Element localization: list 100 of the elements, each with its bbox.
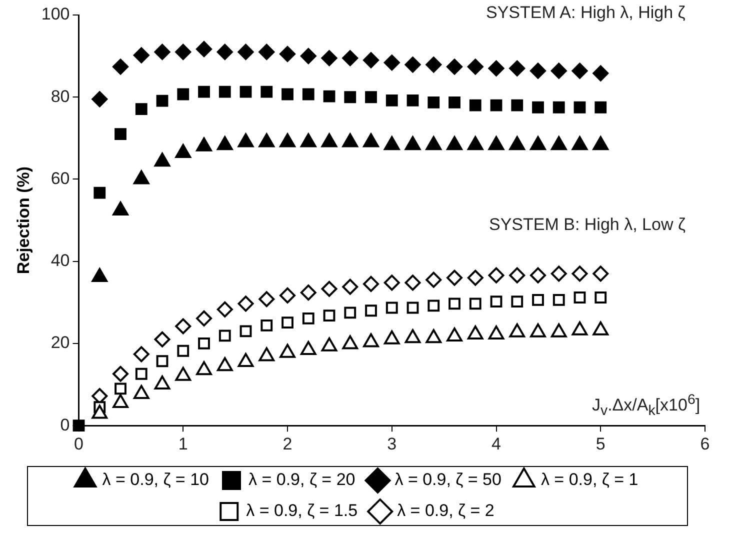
point [592,65,609,82]
point [302,88,314,100]
point [344,306,356,319]
point [218,330,231,342]
point [94,186,106,199]
point [323,310,336,322]
point [572,62,588,79]
point [260,319,273,332]
y-axis-title: Rejection (%) [14,166,33,274]
point [133,47,150,64]
point [530,267,546,284]
legend-label: λ = 0.9, ζ = 1 [540,470,638,490]
legend-label: λ = 0.9, ζ = 20 [248,470,356,490]
y-tick-label: 100 [41,4,70,24]
legend-label: λ = 0.9, ζ = 2 [397,501,494,520]
point [258,44,275,60]
point [406,94,419,106]
annotation: SYSTEM A: High λ, High ζ [486,3,686,23]
point [426,56,442,73]
point [365,91,377,104]
x-axis-title: J$_{v}$.Δx/A$_{k}$[x10$^{6}$] [592,392,700,419]
point [258,291,275,308]
point [198,86,210,98]
point [300,48,316,64]
point [323,90,336,102]
point [342,278,358,295]
point [175,44,192,60]
point [428,300,440,312]
point [446,270,463,286]
point [238,44,254,60]
point [133,346,150,362]
y-tick-label: 60 [50,168,70,188]
point [467,58,484,75]
point [532,294,544,306]
point [384,54,400,71]
point [404,274,421,291]
x-tick-label: 2 [282,434,292,454]
x-tick-label: 4 [492,434,501,454]
point [592,266,609,282]
x-tick-label: 6 [700,434,710,454]
x-tick-label: 5 [596,434,606,454]
point [175,318,192,334]
point [552,101,565,114]
point [572,266,588,282]
point [177,88,190,100]
point [154,331,170,348]
point [72,420,85,432]
point [300,284,316,301]
point [490,296,502,308]
point [511,296,524,308]
point [321,50,338,66]
point [240,325,252,338]
point [280,46,296,62]
point [530,62,546,79]
point [574,292,586,304]
point [114,382,126,395]
x-tick-label: 3 [387,434,397,454]
point [467,270,484,286]
point [344,91,356,104]
point [552,294,565,306]
point [488,60,504,76]
y-tick-label: 0 [60,415,70,434]
point [260,86,273,98]
point [509,60,526,76]
legend-label: λ = 0.9, ζ = 10 [102,470,209,490]
point [216,44,233,60]
point [448,298,460,310]
point [532,101,544,114]
point [594,101,607,114]
point [321,280,338,297]
point [488,267,504,284]
point [469,99,482,112]
point [114,128,126,140]
point [386,94,398,106]
point [469,298,482,310]
point [550,266,567,282]
point [282,316,294,328]
point [112,58,129,75]
point [406,302,419,314]
point [156,94,168,107]
point [92,91,108,108]
point [594,292,607,304]
y-tick-label: 20 [50,333,70,352]
point [384,274,400,291]
point [112,366,129,382]
point [240,86,252,98]
point [404,56,421,73]
x-tick-label: 1 [178,434,188,454]
point [196,41,212,58]
point [216,301,233,318]
y-tick-label: 40 [50,251,70,270]
point [238,296,254,312]
point [302,312,314,324]
point [135,103,148,115]
point [550,62,567,79]
x-tick-label: 0 [74,434,84,454]
point [177,344,190,357]
point [363,52,380,68]
point [426,272,442,288]
y-tick-label: 80 [50,86,70,106]
